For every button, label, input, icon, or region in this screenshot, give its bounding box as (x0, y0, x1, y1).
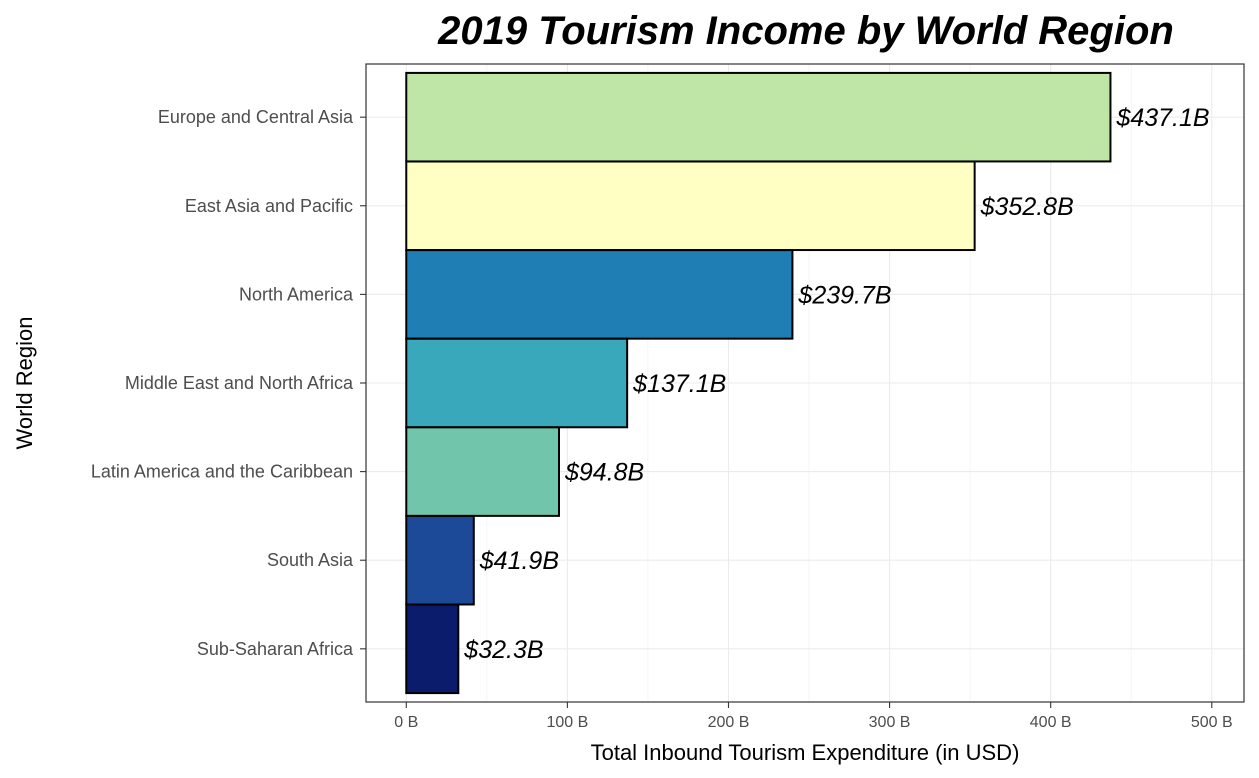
data-label: $437.1B (1115, 104, 1209, 132)
y-tick-label: East Asia and Pacific (185, 196, 353, 216)
data-label: $352.8B (980, 193, 1074, 221)
y-tick-label: Europe and Central Asia (158, 107, 354, 127)
data-label: $137.1B (632, 370, 726, 398)
x-tick-label: 0 B (394, 714, 418, 731)
bar (405, 249, 794, 340)
y-tick-label: North America (239, 284, 354, 304)
data-labels: $437.1B $352.8B $239.7B $137.1B $94.8B $41.9B… (463, 104, 1209, 664)
bar (405, 514, 475, 606)
bar (405, 426, 560, 517)
y-tick-label: South Asia (267, 550, 354, 570)
bar (405, 160, 976, 252)
x-tick-label: 300 B (869, 714, 911, 731)
x-tick-label: 100 B (546, 714, 588, 731)
y-tick-label: Sub-Saharan Africa (197, 639, 354, 659)
x-tick-label: 400 B (1030, 714, 1072, 731)
y-axis: Europe and Central Asia East Asia and Pac… (91, 107, 366, 659)
bars (405, 71, 1112, 695)
data-label: $32.3B (463, 636, 543, 664)
y-tick-label: Middle East and North Africa (125, 373, 354, 393)
data-label: $239.7B (797, 281, 891, 309)
x-tick-label: 200 B (708, 714, 750, 731)
bar (405, 71, 1112, 163)
bar (405, 603, 460, 695)
x-axis: 0 B 100 B 200 B 300 B 400 B 500 B (394, 702, 1233, 731)
x-axis-title: Total Inbound Tourism Expenditure (in US… (591, 740, 1020, 765)
x-tick-label: 500 B (1191, 714, 1233, 731)
data-label: $94.8B (564, 459, 644, 487)
y-tick-label: Latin America and the Caribbean (91, 462, 353, 482)
y-axis-title: World Region (12, 317, 37, 450)
chart-title: 2019 Tourism Income by World Region (437, 9, 1174, 53)
bar (405, 337, 629, 429)
data-label: $41.9B (479, 547, 559, 575)
